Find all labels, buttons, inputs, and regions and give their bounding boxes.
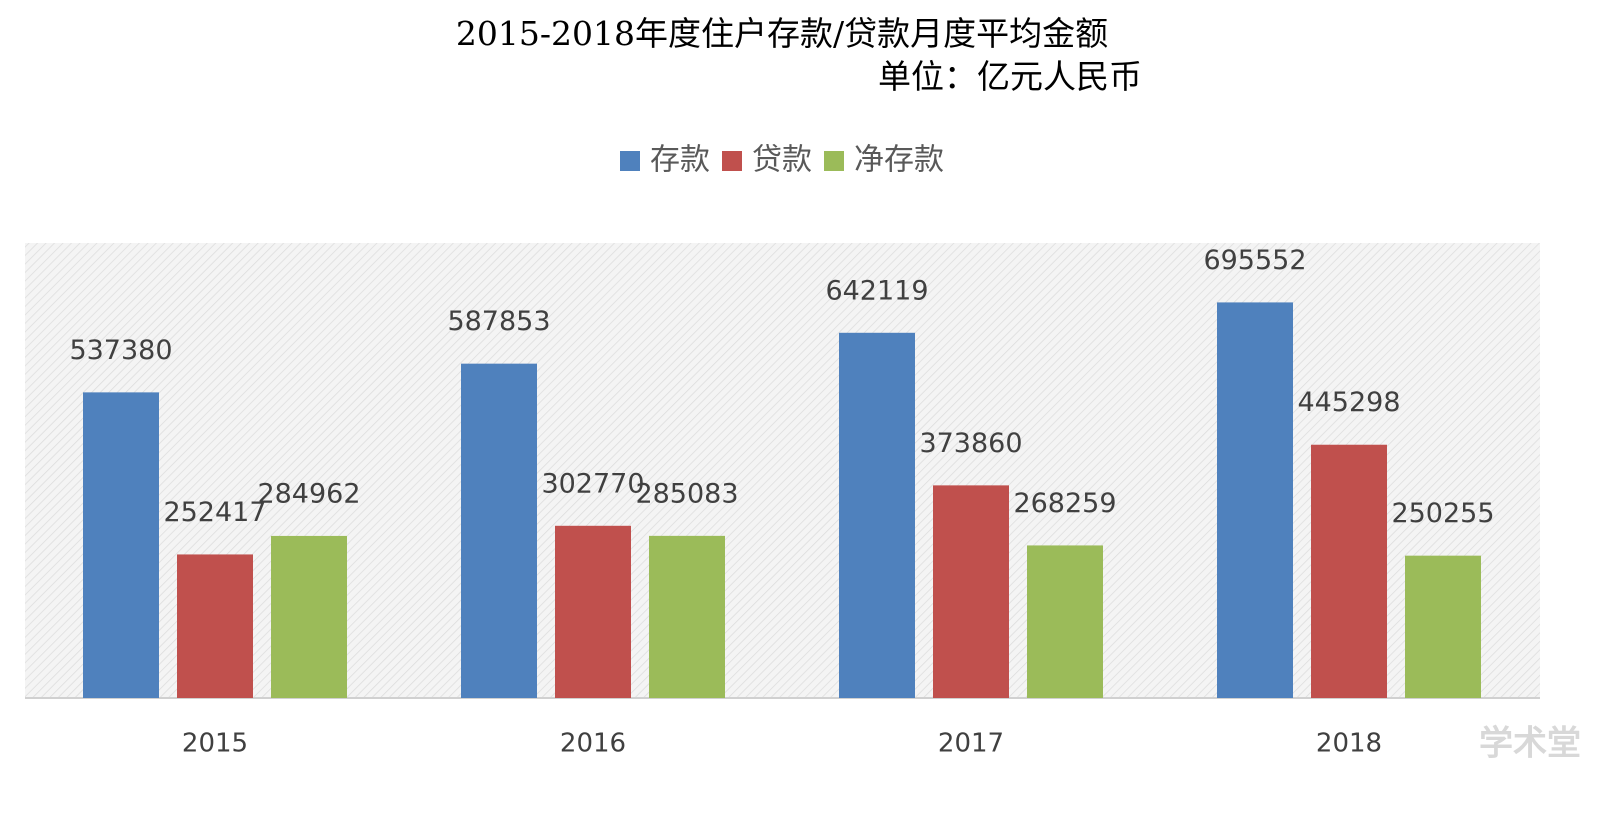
bar bbox=[649, 535, 725, 698]
legend-swatch bbox=[824, 151, 844, 171]
legend: 存款 贷款 净存款 bbox=[620, 143, 944, 178]
bar bbox=[83, 392, 159, 698]
data-label: 373860 bbox=[919, 428, 1022, 459]
bar bbox=[461, 363, 537, 698]
data-label: 302770 bbox=[541, 468, 644, 499]
x-tick-label: 2015 bbox=[182, 729, 248, 759]
chart-subtitle: 单位：亿元人民币 bbox=[878, 57, 1142, 96]
bar bbox=[839, 332, 915, 698]
bar bbox=[271, 535, 347, 698]
x-tick-label: 2018 bbox=[1316, 729, 1382, 759]
data-label: 642119 bbox=[825, 275, 928, 306]
data-label: 445298 bbox=[1297, 387, 1400, 418]
data-label: 284962 bbox=[257, 478, 360, 509]
data-label: 252417 bbox=[163, 497, 266, 528]
legend-swatch bbox=[722, 151, 742, 171]
legend-swatch bbox=[620, 151, 640, 171]
bar bbox=[177, 554, 253, 698]
bar bbox=[555, 525, 631, 698]
bar bbox=[933, 485, 1009, 698]
data-label: 537380 bbox=[69, 335, 172, 366]
data-label: 695552 bbox=[1203, 245, 1306, 276]
bar bbox=[1027, 545, 1103, 698]
legend-label: 存款 bbox=[650, 143, 710, 178]
data-label: 268259 bbox=[1013, 488, 1116, 519]
data-label: 587853 bbox=[447, 306, 550, 337]
bar bbox=[1311, 444, 1387, 698]
data-label: 285083 bbox=[635, 478, 738, 509]
data-label: 250255 bbox=[1391, 498, 1494, 529]
x-tick-label: 2016 bbox=[560, 729, 626, 759]
watermark: 学术堂 bbox=[1479, 724, 1581, 764]
bar bbox=[1217, 302, 1293, 698]
bar bbox=[1405, 555, 1481, 698]
legend-label: 贷款 bbox=[752, 143, 812, 178]
legend-label: 净存款 bbox=[854, 143, 944, 178]
x-tick-label: 2017 bbox=[938, 729, 1004, 759]
chart-title: 2015-2018年度住户存款/贷款月度平均金额 bbox=[456, 14, 1108, 53]
